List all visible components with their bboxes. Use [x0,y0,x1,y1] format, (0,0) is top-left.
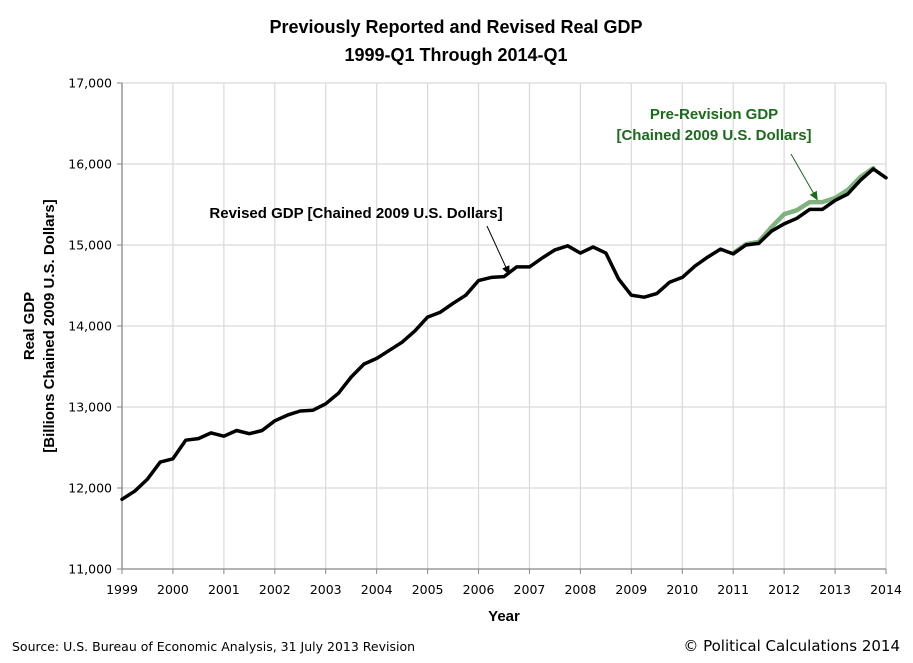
x-tick-label: 2003 [310,582,342,597]
source-note: Source: U.S. Bureau of Economic Analysis… [12,639,415,654]
x-tick-label: 2012 [768,582,800,597]
x-axis-title: Year [488,608,520,625]
x-tick-label: 2004 [361,582,393,597]
x-axis-ticks: 1999 2000 2001 2002 2003 2004 2005 2006 2007 2008… [106,569,902,597]
x-tick-label: 2010 [666,582,698,597]
x-tick-label: 2001 [208,582,240,597]
x-tick-label: 2007 [514,582,546,597]
x-tick-label: 2006 [463,582,495,597]
x-tick-label: 2005 [412,582,444,597]
x-tick-label: 2008 [564,582,596,597]
x-tick-label: 2013 [819,582,851,597]
y-tick-label: 15,000 [68,238,112,253]
y-tick-label: 11,000 [68,562,112,577]
x-tick-label: 2002 [259,582,291,597]
annotation-arrow-revised [486,225,510,276]
x-tick-label: 1999 [106,582,138,597]
y-tick-label: 16,000 [68,157,112,172]
series-lines [120,165,888,502]
copyright-note: © Political Calculations 2014 [683,637,900,655]
y-axis-title-line2: [Billions Chained 2009 U.S. Dollars] [41,199,58,452]
annotation-revised-gdp: Revised GDP [Chained 2009 U.S. Dollars] [209,205,502,222]
x-tick-label: 2014 [870,582,902,597]
annotation-prerevision-gdp-line2: [Chained 2009 U.S. Dollars] [616,127,811,144]
y-tick-label: 13,000 [68,400,112,415]
x-tick-label: 2009 [615,582,647,597]
series-line-pre-revision [730,165,876,256]
x-tick-label: 2000 [157,582,189,597]
y-tick-label: 14,000 [68,319,112,334]
y-axis-ticks: 11,000 12,000 13,000 14,000 15,000 16,000 17,0… [68,76,122,577]
chart-subtitle: 1999-Q1 Through 2014-Q1 [344,45,567,65]
gridlines [122,82,887,569]
y-axis-title-line1: Real GDP [21,292,38,360]
chart-title: Previously Reported and Revised Real GDP [269,17,642,37]
y-tick-label: 12,000 [68,481,112,496]
annotation-prerevision-gdp-line1: Pre-Revision GDP [650,106,778,123]
x-tick-label: 2011 [717,582,749,597]
series-line-revised [120,167,888,502]
annotation-arrow-prerevision [790,153,818,201]
y-tick-label: 17,000 [68,76,112,91]
